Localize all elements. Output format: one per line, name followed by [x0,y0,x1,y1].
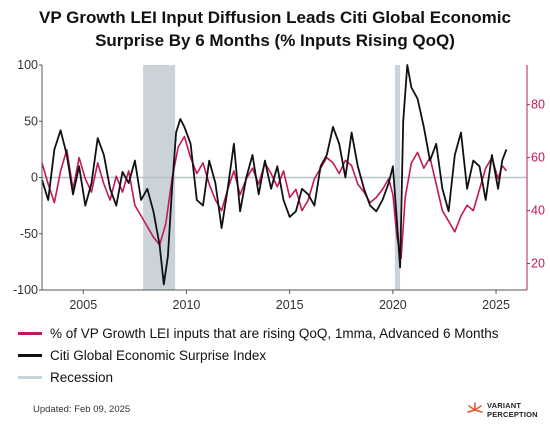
x-axis-ticks: 2005 2010 2015 2020 2025 [69,290,510,312]
left-tick-label: -100 [13,283,38,297]
legend-item-citi: Citi Global Economic Surprise Index [18,344,498,366]
legend-swatch-recession [18,375,42,379]
right-tick-label: 40 [531,204,545,218]
legend-swatch-citi [18,353,42,357]
chart-title: VP Growth LEI Input Diffusion Leads Citi… [39,8,511,50]
left-tick-label: 100 [17,58,38,72]
x-tick-label: 2020 [379,298,407,312]
brand-line-1: VARIANT [487,401,522,410]
right-tick-label: 60 [531,151,545,165]
x-tick-label: 2010 [173,298,201,312]
x-tick-label: 2025 [482,298,510,312]
right-axis-ticks: 20 40 60 80 [527,98,545,271]
right-tick-label: 20 [531,257,545,271]
x-tick-label: 2005 [69,298,97,312]
brand-logo: VARIANT PERCEPTION [466,399,541,421]
series-line-citi-surprise [41,64,508,286]
left-tick-label: 50 [24,114,38,128]
x-tick-label: 2015 [276,298,304,312]
brand-mark-icon [467,402,483,413]
updated-note: Updated: Feb 09, 2025 [33,404,131,415]
brand-line-2: PERCEPTION [487,410,538,419]
legend-label-citi: Citi Global Economic Surprise Index [50,347,267,363]
legend-item-lei: % of VP Growth LEI inputs that are risin… [18,322,498,344]
left-axis-ticks: -100 -50 0 50 100 [13,58,42,297]
series-lines [41,64,508,286]
series-line-lei-diffusion [41,135,508,260]
left-tick-label: -50 [20,227,38,241]
legend-swatch-lei [18,331,42,335]
chart-canvas: 2005 2010 2015 2020 2025 -100 -50 0 50 100 20 40 6… [13,58,545,312]
legend-label-lei: % of VP Growth LEI inputs that are risin… [50,325,499,341]
right-tick-label: 80 [531,98,545,112]
left-tick-label: 0 [31,171,38,185]
legend: % of VP Growth LEI inputs that are risin… [18,322,498,388]
brand-name: VARIANT PERCEPTION [487,401,538,419]
legend-label-recession: Recession [50,369,114,385]
legend-item-recession: Recession [18,366,498,388]
